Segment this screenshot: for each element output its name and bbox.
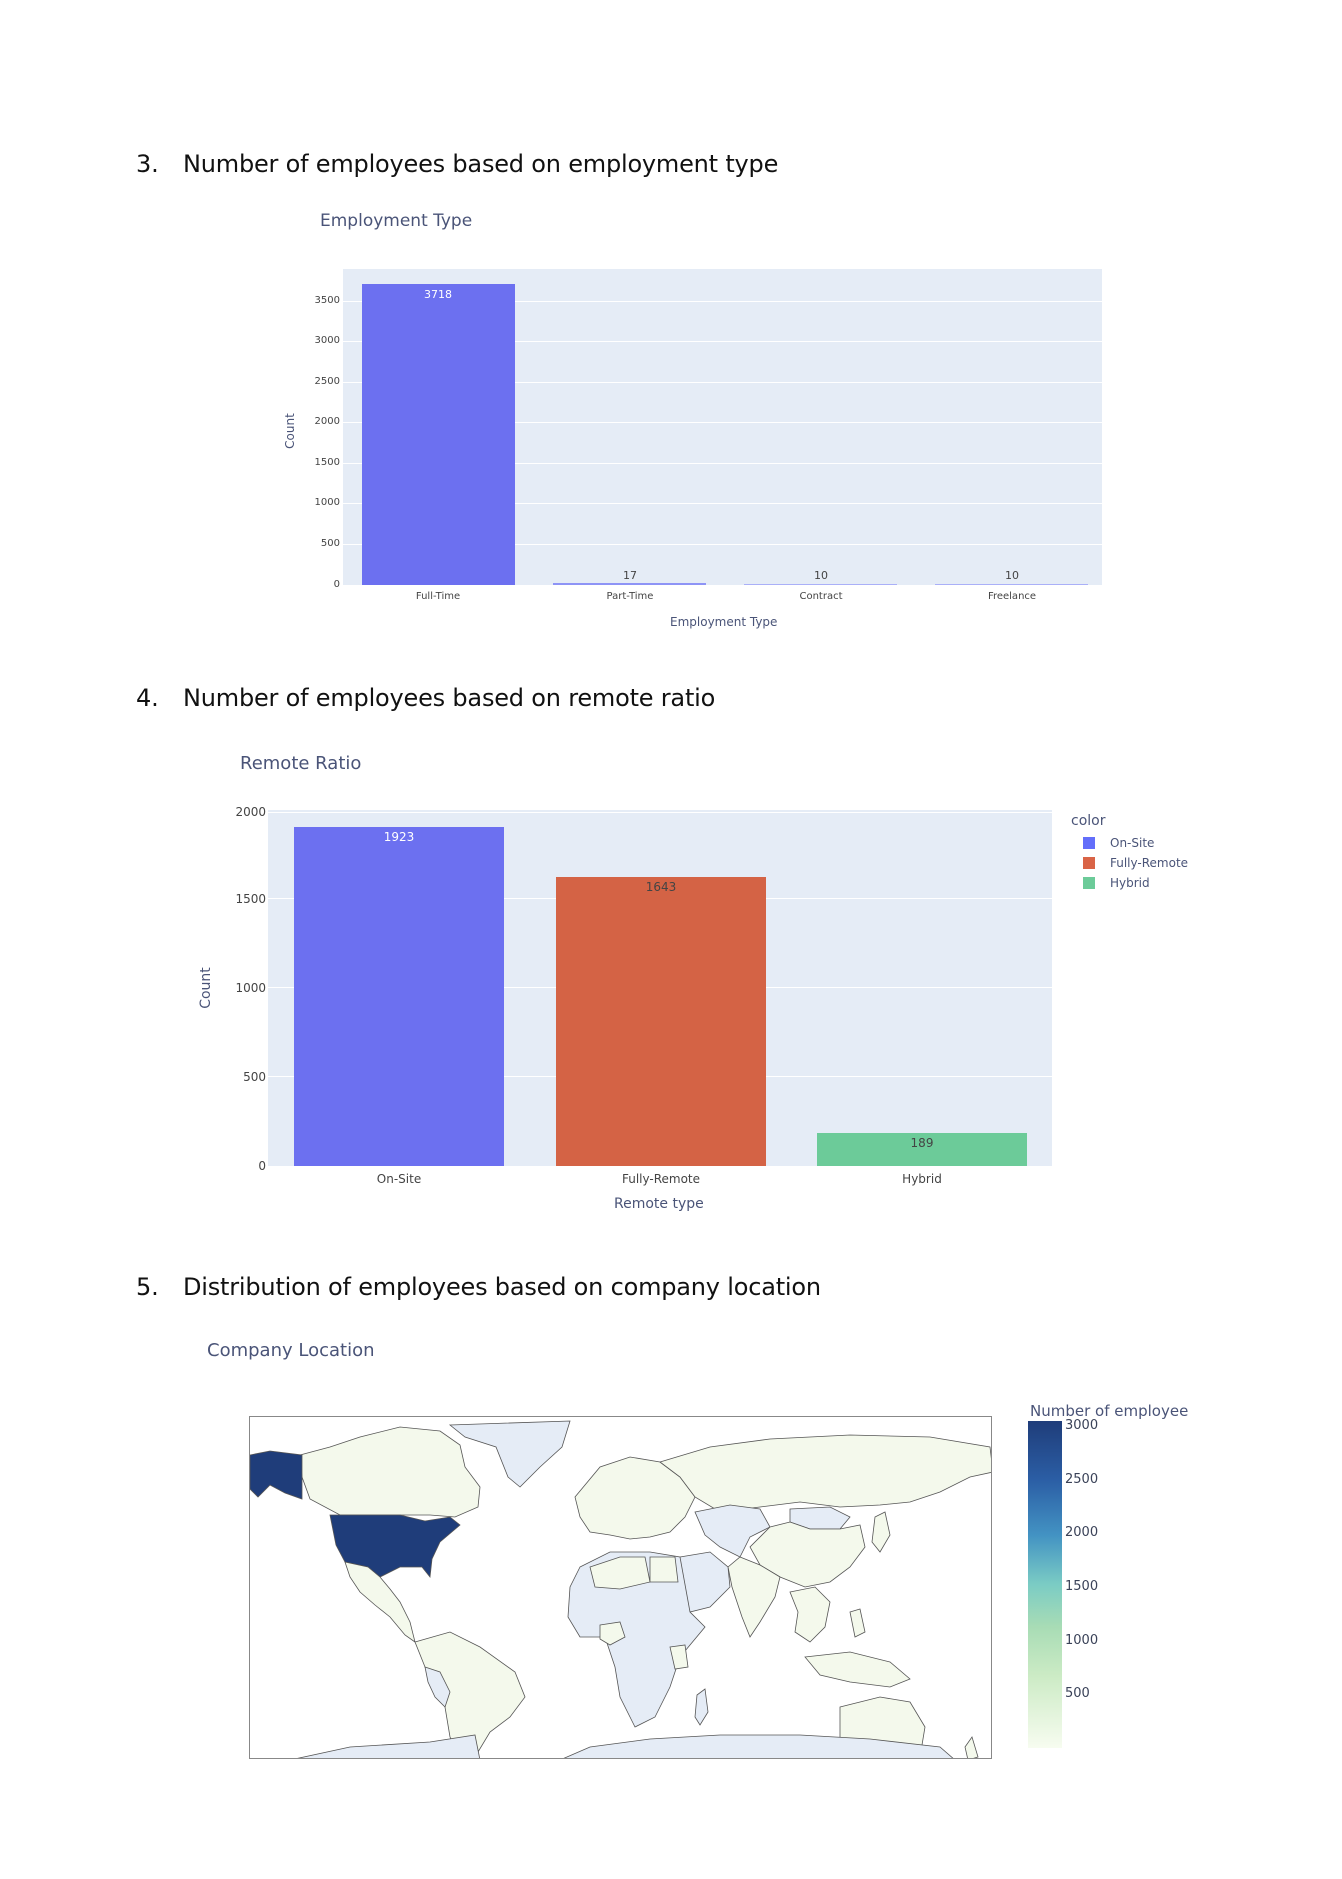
y-tick: 1000 xyxy=(235,981,266,995)
gridline xyxy=(343,422,1102,423)
y-tick: 0 xyxy=(258,1159,266,1173)
bar-value-label: 1923 xyxy=(383,830,415,844)
gridline xyxy=(343,382,1102,383)
region-kenya xyxy=(669,1644,689,1670)
region-russia xyxy=(659,1434,991,1513)
region-philippines xyxy=(849,1608,866,1638)
region-africa xyxy=(567,1551,706,1728)
colorbar-tick: 3000 xyxy=(1065,1418,1099,1433)
x-tick: Part-Time xyxy=(606,591,654,602)
region-southeast-asia xyxy=(789,1586,831,1643)
gridline xyxy=(343,463,1102,464)
bar-value-label: 189 xyxy=(910,1136,934,1150)
chart-title: Company Location xyxy=(207,1340,375,1361)
bar-hybrid[interactable] xyxy=(817,1133,1027,1166)
x-tick: Hybrid xyxy=(902,1172,942,1186)
legend-title: color xyxy=(1071,813,1106,829)
chart-title: Employment Type xyxy=(320,211,473,231)
bar-value-label: 3718 xyxy=(424,288,452,301)
gridline xyxy=(343,544,1102,545)
region-central-asia xyxy=(694,1504,771,1558)
y-axis-title: Count xyxy=(198,967,214,1009)
y-axis-title: Count xyxy=(283,413,297,449)
bar-contract[interactable] xyxy=(744,584,897,585)
legend-label: Fully-Remote xyxy=(1110,856,1189,870)
bar-part-time[interactable] xyxy=(553,583,706,585)
colorbar-tick: 2500 xyxy=(1065,1472,1099,1487)
legend-label: On-Site xyxy=(1110,836,1155,850)
region-alaska xyxy=(250,1450,303,1500)
region-greenland xyxy=(448,1420,571,1488)
region-india xyxy=(727,1556,781,1638)
region-madagascar xyxy=(694,1688,709,1726)
region-nigeria xyxy=(599,1621,626,1646)
region-antarctica xyxy=(297,1734,481,1758)
colorbar-tick: 1500 xyxy=(1065,1579,1099,1594)
bar-fully-remote[interactable] xyxy=(556,877,766,1166)
y-tick: 1000 xyxy=(314,497,340,508)
bar-value-label: 10 xyxy=(1005,569,1019,582)
region-antarctica-east xyxy=(563,1734,954,1758)
legend-item-hybrid[interactable]: Hybrid xyxy=(1083,876,1150,890)
bar-value-label: 17 xyxy=(623,569,637,582)
colorbar-tick: 500 xyxy=(1065,1686,1090,1701)
x-tick: Full-Time xyxy=(415,591,461,602)
plot-area: 1923 1643 189 xyxy=(268,810,1052,1166)
bar-value-label: 10 xyxy=(814,569,828,582)
legend-swatch xyxy=(1083,837,1095,849)
plot-area: 3718 17 10 10 xyxy=(343,269,1102,585)
region-canada xyxy=(299,1426,481,1518)
region-new-zealand xyxy=(964,1736,979,1758)
colorbar-tick: 2000 xyxy=(1065,1525,1099,1540)
y-tick: 2000 xyxy=(314,416,340,427)
gridline xyxy=(343,341,1102,342)
section-title: Number of employees based on employment … xyxy=(183,150,779,178)
legend-swatch xyxy=(1083,877,1095,889)
chart-title: Remote Ratio xyxy=(240,753,362,774)
y-tick: 500 xyxy=(243,1070,266,1084)
y-tick: 500 xyxy=(320,538,340,549)
bar-full-time[interactable] xyxy=(362,284,515,585)
x-tick: On-Site xyxy=(376,1172,422,1186)
section-title: Distribution of employees based on compa… xyxy=(183,1273,821,1301)
world-map-svg xyxy=(250,1420,991,1758)
region-indonesia xyxy=(804,1651,911,1688)
region-peru xyxy=(424,1666,451,1708)
gridline xyxy=(343,301,1102,302)
bar-on-site[interactable] xyxy=(294,827,504,1166)
colorbar-tick: 1000 xyxy=(1065,1633,1099,1648)
x-tick: Freelance xyxy=(987,591,1037,602)
gridline xyxy=(268,812,1052,813)
legend-label: Hybrid xyxy=(1110,876,1150,890)
legend-item-fully-remote[interactable]: Fully-Remote xyxy=(1083,856,1188,870)
y-tick: 1500 xyxy=(235,892,266,906)
gridline xyxy=(343,503,1102,504)
y-tick: 1500 xyxy=(314,457,340,468)
y-tick: 0 xyxy=(333,579,340,590)
x-axis-title: Employment Type xyxy=(670,615,778,629)
section-number: 4. xyxy=(136,684,159,712)
x-axis-title: Remote type xyxy=(614,1196,704,1212)
y-tick: 3000 xyxy=(314,335,340,346)
colorbar xyxy=(1028,1421,1062,1748)
section-title: Number of employees based on remote rati… xyxy=(183,684,716,712)
x-tick: Fully-Remote xyxy=(621,1172,701,1186)
colorbar-title: Number of employee xyxy=(1030,1402,1189,1420)
bar-freelance[interactable] xyxy=(935,584,1088,585)
legend-swatch xyxy=(1083,857,1095,869)
region-egypt xyxy=(649,1556,679,1583)
y-tick: 2500 xyxy=(314,376,340,387)
legend-item-on-site[interactable]: On-Site xyxy=(1083,836,1154,850)
region-europe xyxy=(574,1456,696,1540)
y-tick: 3500 xyxy=(314,295,340,306)
section-number: 5. xyxy=(136,1273,159,1301)
world-map[interactable] xyxy=(249,1416,992,1759)
section-number: 3. xyxy=(136,150,159,178)
bar-value-label: 1643 xyxy=(645,880,677,894)
y-tick: 2000 xyxy=(235,805,266,819)
region-japan xyxy=(871,1511,891,1553)
x-tick: Contract xyxy=(799,591,843,602)
